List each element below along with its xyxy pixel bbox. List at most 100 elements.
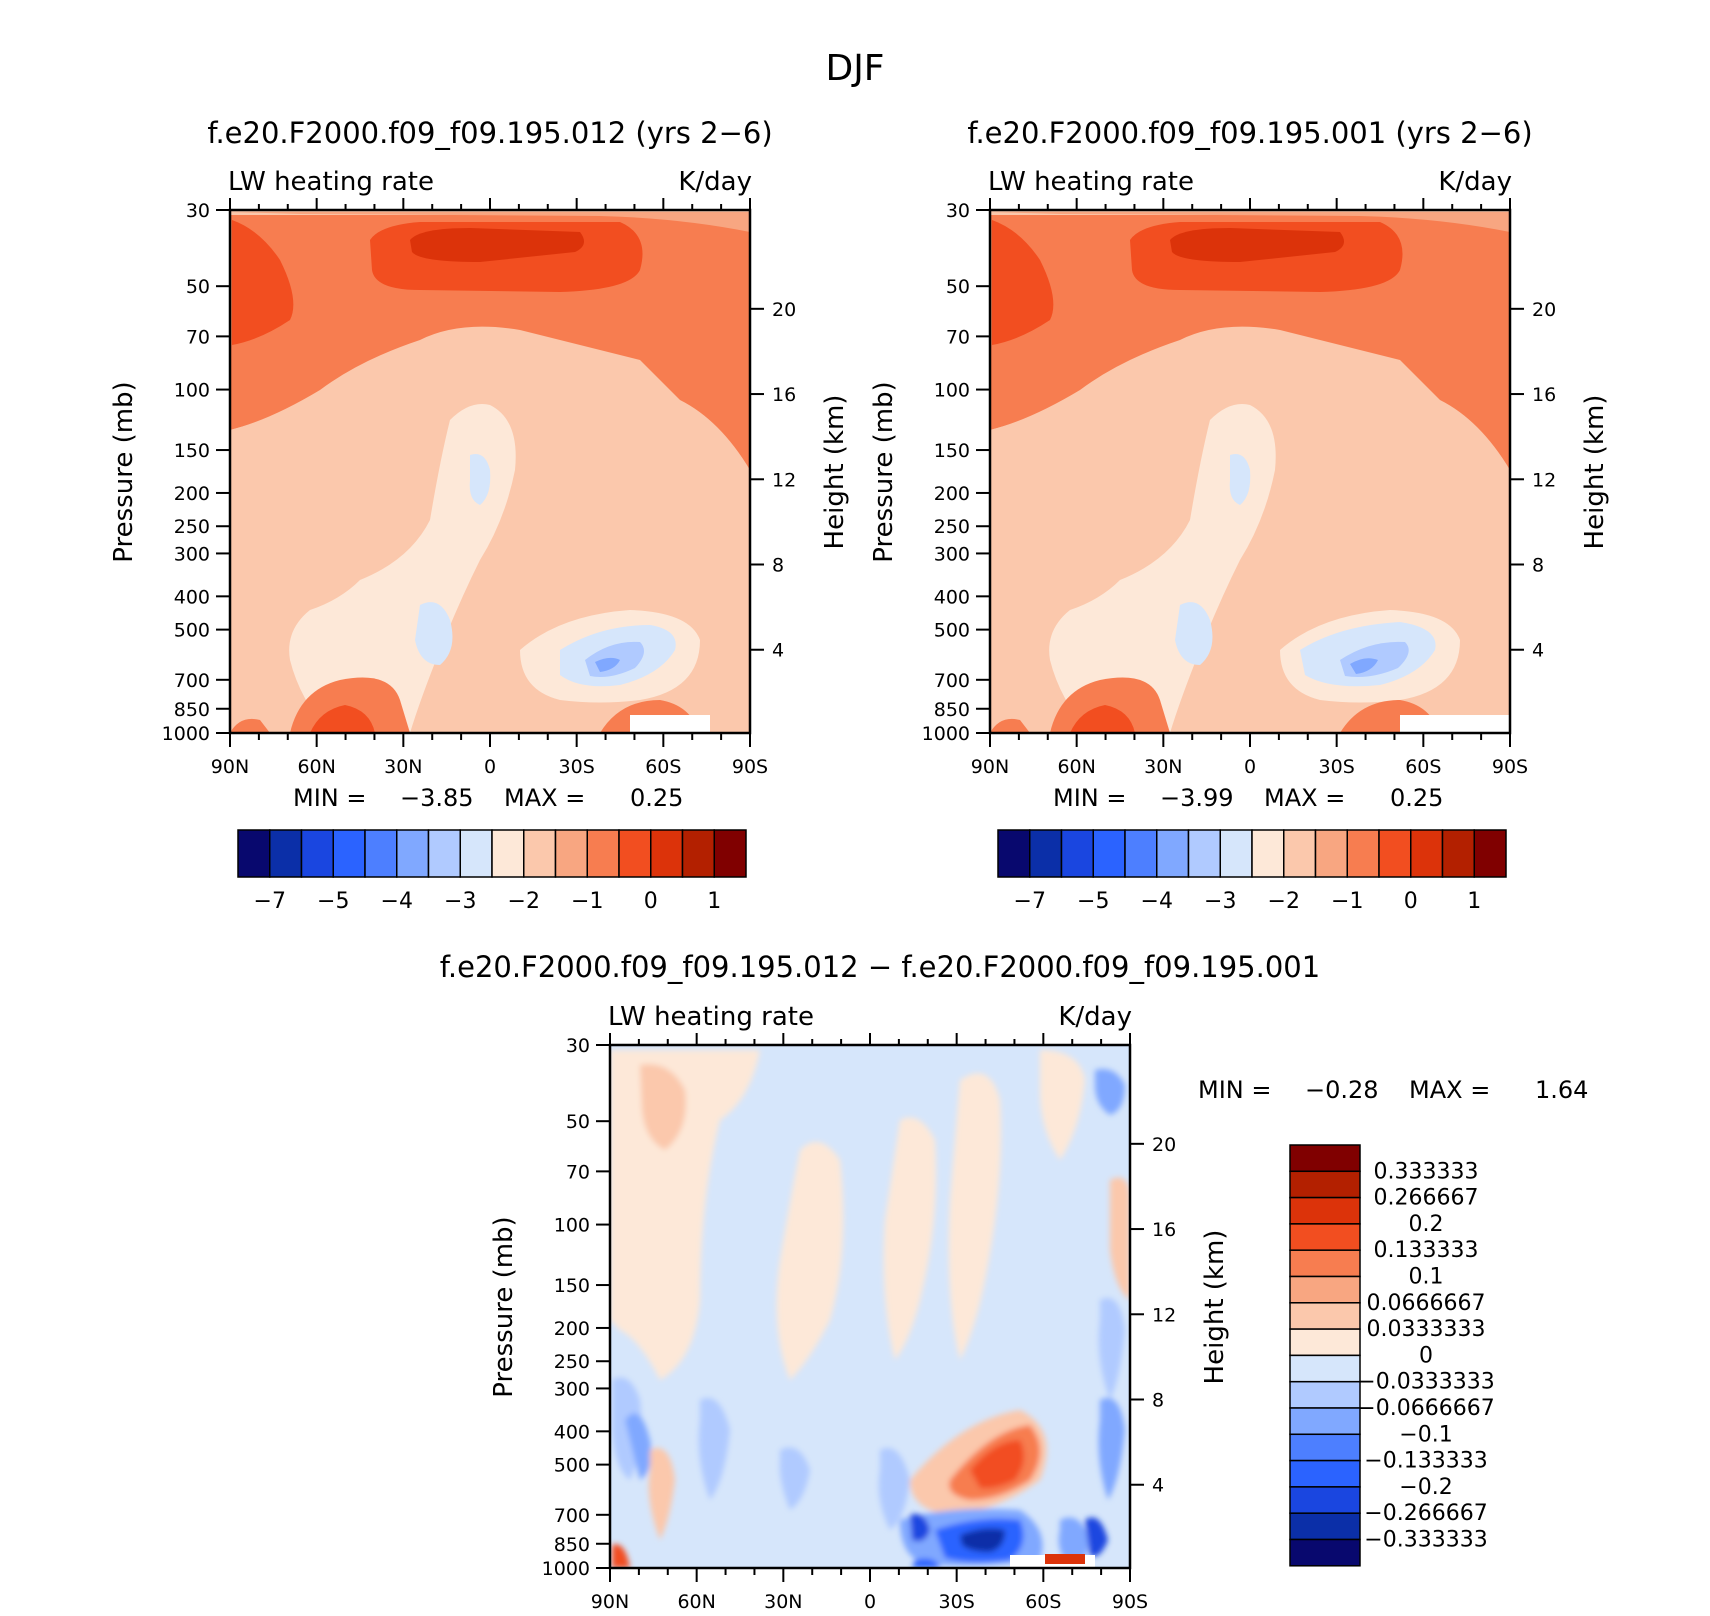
colorbar-box — [1156, 829, 1190, 878]
colorbar-label: −0.333333 — [1364, 1528, 1487, 1553]
height-tick-label: 4 — [1152, 1475, 1164, 1497]
panel-2-title: f.e20.F2000.f09_f09.195.001 (yrs 2−6) — [967, 116, 1532, 150]
panel-1-title: f.e20.F2000.f09_f09.195.012 (yrs 2−6) — [207, 116, 772, 150]
y-tick-label: 300 — [174, 543, 210, 565]
colorbar-label: −0.133333 — [1364, 1449, 1487, 1474]
y-tick-label: 30 — [946, 200, 970, 222]
x-tick-label: 0 — [864, 1591, 876, 1611]
y-tick-label: 50 — [566, 1111, 590, 1133]
x-tick-label: 30S — [939, 1591, 975, 1611]
colorbar-label: 1 — [1467, 889, 1481, 914]
colorbar-box — [1187, 829, 1221, 878]
colorbar-box — [396, 829, 430, 878]
panel-2-max-value: 0.25 — [1390, 784, 1443, 812]
panel-1-stats: MIN = −3.85 MAX = 0.25 — [293, 784, 683, 812]
colorbar-box — [1289, 1302, 1361, 1330]
y-tick-label: 200 — [554, 1318, 590, 1340]
colorbar-label: −4 — [381, 889, 413, 914]
panel-3-units: K/day — [1058, 1002, 1132, 1032]
y-tick-label: 400 — [174, 586, 210, 608]
x-tick-label: 30N — [384, 756, 422, 778]
colorbar-box — [1289, 1380, 1361, 1409]
x-tick-label: 60N — [677, 1591, 715, 1611]
y-tick-label: 1000 — [922, 723, 970, 745]
panel-3-y-ticks-right: 20 16 12 8 4 — [1130, 1134, 1176, 1497]
panel-2-colorbar: −7 −5 −4 −3 −2 −1 0 1 — [997, 829, 1507, 914]
y-tick-label: 500 — [934, 620, 970, 642]
colorbar-box — [1283, 829, 1317, 878]
height-tick-label: 8 — [1152, 1390, 1164, 1412]
panel-2-stats: MIN = −3.99 MAX = 0.25 — [1053, 784, 1443, 812]
colorbar-label: 0.333333 — [1374, 1159, 1479, 1184]
x-tick-label: 90S — [732, 756, 768, 778]
panel-1-field — [230, 210, 750, 733]
colorbar-box — [1219, 829, 1253, 878]
colorbar-label: 0.0333333 — [1367, 1317, 1486, 1342]
panel-3-colorbar: 0.3333330.2666670.20.1333330.10.06666670… — [1289, 1144, 1495, 1567]
x-tick-label: 30N — [1144, 756, 1182, 778]
panel-1-colorbar: −7 −5 −4 −3 −2 −1 0 1 — [237, 829, 747, 914]
colorbar-box — [1289, 1328, 1361, 1357]
colorbar-label: 0 — [1404, 889, 1418, 914]
panel-1-min-label: MIN = — [293, 784, 366, 812]
colorbar-label: −0.2 — [1399, 1475, 1452, 1500]
y-tick-label: 1000 — [162, 723, 210, 745]
height-tick-label: 12 — [772, 469, 796, 491]
colorbar-label: −0.266667 — [1364, 1501, 1487, 1526]
colorbar-box — [1441, 829, 1475, 878]
colorbar-label: −2 — [1268, 889, 1300, 914]
y-tick-label: 300 — [934, 543, 970, 565]
colorbar-box — [1289, 1170, 1361, 1199]
colorbar-label: 1 — [707, 889, 721, 914]
x-tick-label: 90N — [591, 1591, 629, 1611]
y-tick-label: 700 — [554, 1505, 590, 1527]
colorbar-label: 0.0666667 — [1367, 1291, 1486, 1316]
y-tick-label: 250 — [934, 516, 970, 538]
colorbar-box — [1029, 829, 1063, 878]
panel-3-left-string: LW heating rate — [608, 1002, 814, 1032]
colorbar-label: −0.0666667 — [1357, 1396, 1494, 1421]
panel-1-ylabel: Pressure (mb) — [109, 381, 139, 562]
colorbar-label: −3 — [444, 889, 476, 914]
colorbar-box — [1289, 1407, 1361, 1436]
x-tick-label: 30S — [559, 756, 595, 778]
colorbar-box — [1289, 1433, 1361, 1462]
panel-2-left-string: LW heating rate — [988, 167, 1194, 197]
y-tick-label: 700 — [934, 670, 970, 692]
colorbar-box — [364, 829, 398, 878]
y-tick-label: 850 — [554, 1534, 590, 1556]
y-tick-label: 150 — [174, 440, 210, 462]
height-tick-label: 8 — [772, 555, 784, 577]
colorbar-label: 0.133333 — [1374, 1238, 1479, 1263]
colorbar-box — [1289, 1354, 1361, 1383]
y-tick-label: 300 — [554, 1378, 590, 1400]
y-tick-label: 500 — [174, 620, 210, 642]
panel-2-min-label: MIN = — [1053, 784, 1126, 812]
colorbar-box — [1378, 829, 1412, 878]
x-tick-label: 30N — [764, 1591, 802, 1611]
y-tick-label: 30 — [186, 200, 210, 222]
y-tick-label: 1000 — [542, 1558, 590, 1580]
colorbar-box — [650, 829, 684, 878]
panel-2-ylabel-right: Height (km) — [1580, 395, 1610, 550]
y-tick-label: 850 — [174, 699, 210, 721]
x-tick-label: 90S — [1492, 756, 1528, 778]
colorbar-box — [554, 829, 588, 878]
height-tick-label: 12 — [1532, 469, 1556, 491]
panel-3-max-value: 1.64 — [1535, 1076, 1588, 1104]
panel-3-min-label: MIN = — [1198, 1076, 1271, 1104]
colorbar-label: −4 — [1141, 889, 1173, 914]
colorbar-box — [332, 829, 366, 878]
panel-3-title: f.e20.F2000.f09_f09.195.012 − f.e20.F200… — [440, 950, 1320, 984]
colorbar-box — [1251, 829, 1285, 878]
panel-1: f.e20.F2000.f09_f09.195.012 (yrs 2−6) LW… — [109, 116, 850, 914]
y-tick-label: 850 — [934, 699, 970, 721]
colorbar-box — [1060, 829, 1094, 878]
colorbar-label: −5 — [317, 889, 349, 914]
colorbar-box — [1289, 1144, 1361, 1173]
panel-3-ylabel-right: Height (km) — [1200, 1230, 1230, 1385]
panel-1-units: K/day — [678, 167, 752, 197]
panel-3-field — [610, 1045, 1130, 1568]
x-tick-label: 60N — [297, 756, 335, 778]
y-tick-label: 150 — [934, 440, 970, 462]
